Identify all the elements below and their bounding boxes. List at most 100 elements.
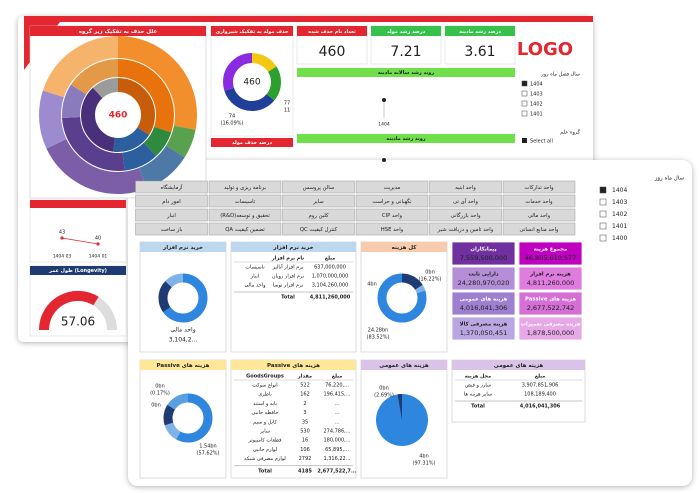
table-cell: لوازم مصرفی شبکه bbox=[244, 456, 286, 462]
slicer-item: 1402 bbox=[612, 211, 627, 218]
gauge-fill bbox=[38, 290, 99, 331]
filter-button[interactable] bbox=[282, 180, 355, 194]
kpi-tile bbox=[518, 291, 583, 316]
filter-button[interactable] bbox=[208, 208, 282, 222]
filter-button[interactable] bbox=[208, 222, 282, 236]
filter-button[interactable] bbox=[208, 180, 282, 194]
table-panel-header bbox=[452, 360, 585, 370]
kpi-tile bbox=[518, 266, 583, 291]
filter-button-label: باز ساخت bbox=[161, 227, 183, 233]
filter-button[interactable] bbox=[208, 194, 282, 208]
slicer-checkbox[interactable] bbox=[521, 90, 528, 97]
table-total: 2,677,522,7... bbox=[317, 468, 356, 474]
filter-button[interactable] bbox=[429, 208, 502, 222]
table-cell: 2 bbox=[303, 401, 306, 407]
filter-button[interactable] bbox=[282, 208, 355, 222]
pie-label: 4bn bbox=[419, 454, 429, 460]
table-total: Total bbox=[258, 468, 272, 474]
table-cell: تاسیسات bbox=[245, 265, 265, 271]
table-cell: نرم افزار نوسا bbox=[273, 283, 303, 289]
table-total: 4185 bbox=[298, 468, 312, 474]
slicer-checkbox[interactable] bbox=[599, 210, 607, 218]
total-donut-ring bbox=[377, 273, 427, 323]
slicer-checkbox[interactable] bbox=[521, 80, 528, 87]
filter-button[interactable] bbox=[355, 222, 429, 236]
slicer-checkbox[interactable] bbox=[599, 186, 607, 194]
filter-button-label: واحد خدمات bbox=[525, 199, 553, 205]
filter-button[interactable] bbox=[282, 222, 355, 236]
table-cell: 180,000,... bbox=[323, 438, 350, 444]
kpi-title: درصد رشد مولد bbox=[387, 29, 426, 35]
software-donut-ring bbox=[158, 273, 208, 323]
table-cell: حافظه جانبی bbox=[251, 410, 278, 416]
donut-ring bbox=[223, 53, 281, 111]
donut-label: 0bn bbox=[155, 384, 165, 390]
filter-button[interactable] bbox=[282, 194, 355, 208]
filter-button[interactable] bbox=[135, 180, 208, 194]
sunburst-outer bbox=[39, 36, 197, 194]
filter-button-label: برنامه ریزی و تولید bbox=[224, 185, 267, 191]
pie-label: (2.69%) bbox=[374, 393, 394, 399]
filter-button-label: مدیریت bbox=[384, 185, 401, 191]
filter-button[interactable] bbox=[429, 222, 502, 236]
kpi-tile bbox=[518, 316, 583, 341]
group-checkbox[interactable] bbox=[522, 138, 527, 143]
filter-button[interactable] bbox=[502, 222, 576, 236]
passive-donut-panel-header bbox=[140, 360, 226, 370]
filter-button[interactable] bbox=[135, 222, 208, 236]
table-panel-header bbox=[231, 360, 356, 370]
filter-button-label: QA تضمین کیفیت bbox=[225, 226, 265, 233]
filter-button[interactable] bbox=[429, 194, 502, 208]
filter-button-label: QC کنترل کیفیت bbox=[300, 226, 338, 233]
filter-button[interactable] bbox=[355, 208, 429, 222]
table-cell: انبار bbox=[250, 274, 259, 280]
bars-header bbox=[30, 200, 126, 208]
filter-button[interactable] bbox=[355, 180, 429, 194]
kpi-header bbox=[297, 26, 367, 36]
table-panel bbox=[230, 359, 357, 479]
kpi-tile-value: 4,811,260,000 bbox=[527, 279, 575, 287]
donut-label: 0bn bbox=[425, 270, 435, 276]
slicer-item: 1402 bbox=[530, 102, 543, 108]
filter-button-label: HSE واحد bbox=[381, 227, 404, 233]
filter-button[interactable] bbox=[502, 194, 576, 208]
filter-button-label: نگهبانی و حراست bbox=[372, 198, 412, 205]
slicer-checkbox[interactable] bbox=[521, 100, 528, 107]
table-cell: نرم افزار رویان bbox=[272, 274, 304, 280]
total-donut-panel bbox=[360, 241, 448, 353]
filter-button-label: واحد تدارکات bbox=[524, 184, 554, 191]
slicer-checkbox[interactable] bbox=[599, 198, 607, 206]
table-cell: نرم افزار آنالیز bbox=[272, 264, 304, 271]
table-cell: ... bbox=[335, 401, 340, 407]
kpi-tile-value: 4,016,041,306 bbox=[460, 304, 508, 312]
filter-button-label: آزمایشگاه bbox=[161, 184, 184, 191]
filter-button[interactable] bbox=[429, 180, 502, 194]
kpi-tile-title: هزینه های عمومی bbox=[460, 297, 508, 303]
table-cell: پایه و استند bbox=[253, 401, 277, 407]
filter-button[interactable] bbox=[502, 180, 576, 194]
table-cell: 1,316,22... bbox=[323, 456, 350, 462]
table-cell: 196,415,... bbox=[323, 392, 350, 398]
slicer-title: سال فصل ماه روز bbox=[540, 72, 580, 78]
software-donut-panel bbox=[139, 241, 227, 353]
general-pie-panel-header bbox=[361, 360, 447, 370]
filter-button-label: واحد ابنیه bbox=[455, 185, 476, 191]
slicer-checkbox[interactable] bbox=[599, 222, 607, 230]
filter-button[interactable] bbox=[355, 194, 429, 208]
group-title: گروه علم bbox=[560, 129, 580, 136]
filter-button-label: سالن پروسس bbox=[303, 185, 335, 191]
slicer-checkbox[interactable] bbox=[599, 234, 607, 242]
passive-donut-ring bbox=[163, 393, 213, 443]
kpi-tile-value: 7,559,500,000 bbox=[460, 254, 508, 262]
group-item: Select all bbox=[530, 139, 553, 145]
filter-button[interactable] bbox=[135, 208, 208, 222]
filter-button-label: واحد تامین و دریافت شیر bbox=[437, 227, 494, 233]
slicer-item: 1404 bbox=[612, 187, 627, 194]
filter-button[interactable] bbox=[135, 194, 208, 208]
table-panel-title: Passive هزینه های bbox=[267, 363, 320, 369]
slicer-checkbox[interactable] bbox=[521, 110, 528, 117]
kpi-tile-value: 24,280,970,020 bbox=[458, 279, 510, 287]
trend-header bbox=[297, 68, 515, 77]
kpi-header bbox=[445, 26, 515, 36]
filter-button[interactable] bbox=[502, 208, 576, 222]
